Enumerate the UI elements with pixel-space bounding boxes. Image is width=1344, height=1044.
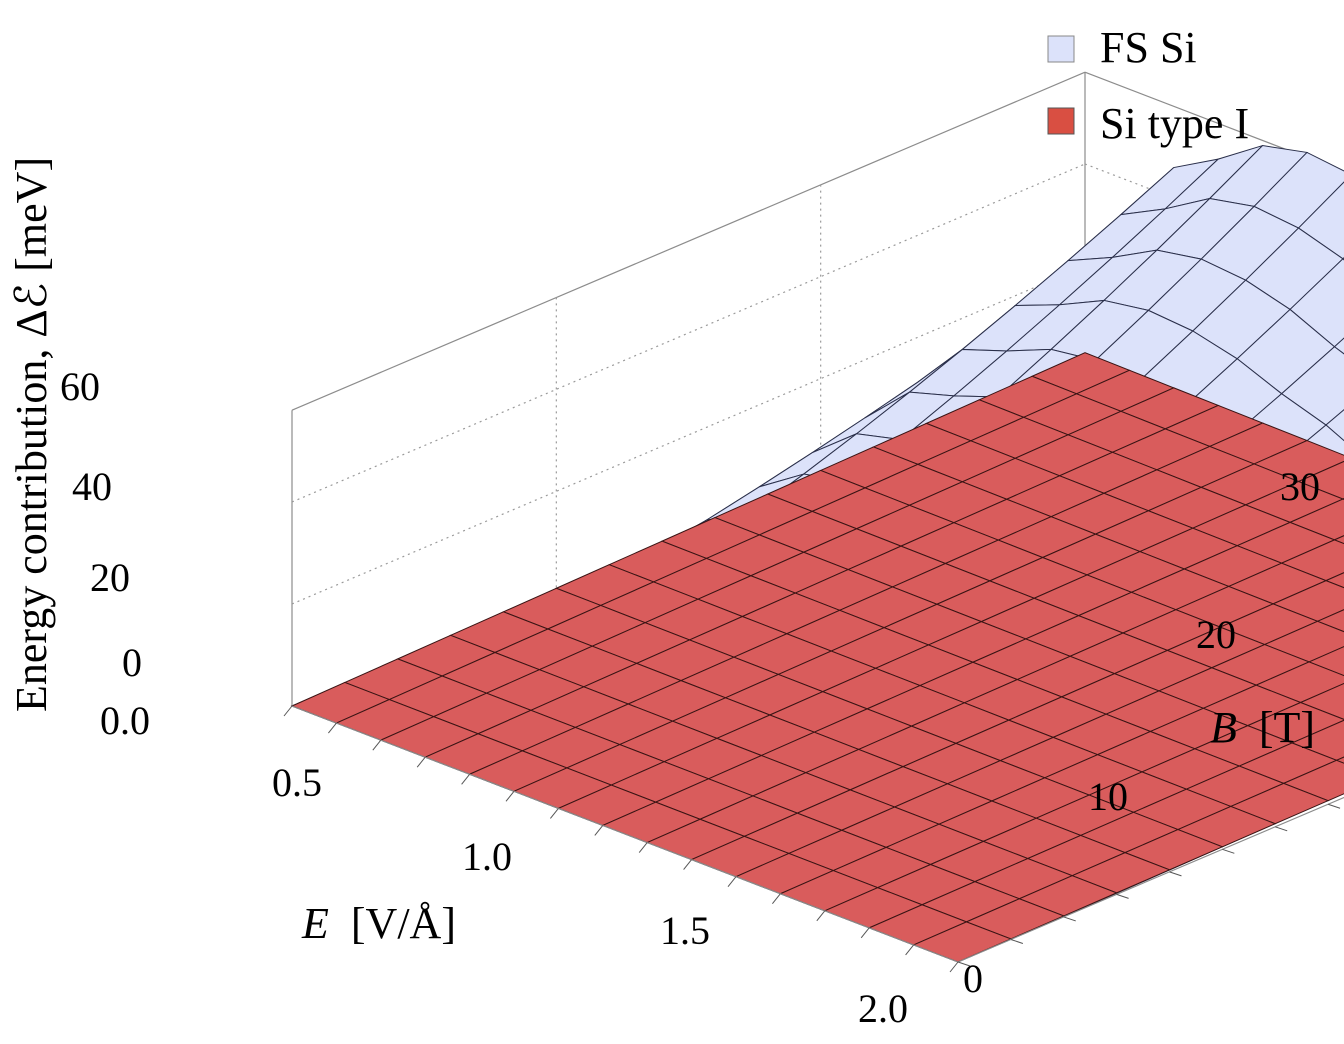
tick-mark bbox=[957, 961, 971, 967]
tick-mark bbox=[1063, 916, 1076, 922]
tick-mark bbox=[1222, 848, 1235, 854]
tick-mark bbox=[328, 722, 337, 734]
surface-cell bbox=[1316, 609, 1344, 633]
y-tick-label: 20 bbox=[1196, 612, 1236, 657]
y-tick-label: 10 bbox=[1088, 774, 1128, 819]
tick-mark bbox=[283, 705, 293, 717]
x-tick-label: 0.5 bbox=[272, 760, 322, 805]
tick-mark bbox=[1275, 826, 1288, 832]
surface-cell bbox=[1325, 409, 1344, 442]
y-axis-label: B [T] bbox=[1210, 703, 1315, 752]
tick-mark bbox=[416, 756, 426, 768]
legend-label-fs-si: FS Si bbox=[1100, 23, 1197, 72]
z-tick-label: 0 bbox=[122, 640, 142, 685]
legend-label-si-type-i: Si type I bbox=[1100, 99, 1249, 148]
bounding-box-front bbox=[291, 705, 1344, 963]
surface-cell bbox=[1324, 572, 1344, 589]
tick-mark bbox=[1169, 871, 1182, 877]
box-edge bbox=[957, 796, 1344, 963]
tick-mark bbox=[1116, 893, 1129, 899]
z-tick-label: 0.0 bbox=[100, 698, 150, 743]
tick-mark bbox=[860, 927, 870, 939]
tick-mark bbox=[727, 876, 737, 887]
tick-mark bbox=[594, 825, 604, 836]
legend: FS Si Si type I bbox=[1047, 23, 1249, 148]
surface-cell bbox=[1335, 756, 1344, 764]
surface-cell bbox=[1333, 337, 1344, 355]
z-tick-label: 20 bbox=[90, 555, 130, 600]
tick-mark bbox=[1010, 938, 1024, 944]
tick-mark bbox=[505, 791, 515, 802]
legend-swatch-fs-si bbox=[1047, 35, 1075, 63]
x-tick-label: 1.5 bbox=[660, 908, 710, 953]
tick-mark bbox=[683, 859, 692, 870]
box-edge bbox=[291, 705, 959, 963]
y-tick-label: 30 bbox=[1280, 464, 1320, 509]
box-edge bbox=[291, 71, 1086, 411]
x-axis-label: E [V/Å] bbox=[301, 899, 456, 948]
tick-mark bbox=[772, 893, 781, 905]
y-tick-label: 0 bbox=[963, 956, 983, 1001]
surface-cell bbox=[1333, 535, 1344, 545]
tick-mark bbox=[550, 808, 559, 819]
z-tick-label: 60 bbox=[60, 364, 100, 409]
tick-mark bbox=[372, 739, 382, 751]
z-tick-label: 40 bbox=[72, 464, 112, 509]
x-tick-label: 2.0 bbox=[858, 986, 908, 1031]
x-tick-label: 1.0 bbox=[462, 834, 512, 879]
tick-mark bbox=[949, 961, 959, 973]
tick-marks bbox=[283, 705, 1341, 973]
legend-swatch-si-type-i bbox=[1047, 107, 1075, 135]
series-si-type-i-surface bbox=[290, 352, 1344, 963]
tick-mark bbox=[905, 944, 914, 956]
tick-mark bbox=[638, 842, 648, 853]
tick-mark bbox=[816, 910, 826, 922]
z-axis-label: Energy contribution, Δℰ [meV] bbox=[7, 157, 56, 712]
box-edge bbox=[1084, 71, 1344, 173]
tick-mark bbox=[461, 773, 470, 785]
tick-mark bbox=[1327, 803, 1341, 809]
